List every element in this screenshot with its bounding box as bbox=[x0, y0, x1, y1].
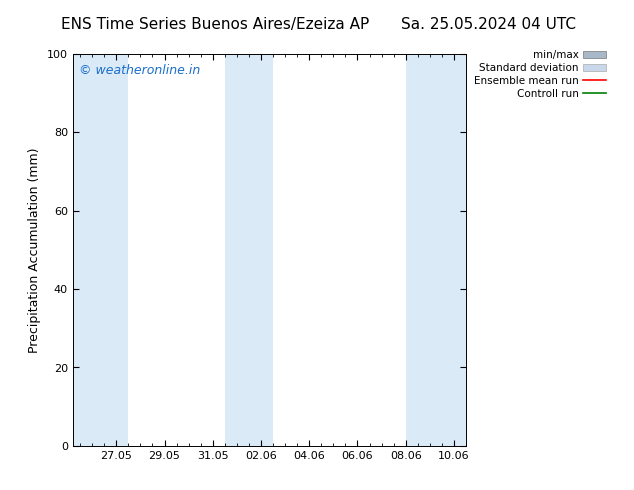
Bar bbox=[73, 54, 128, 446]
Text: ENS Time Series Buenos Aires/Ezeiza AP: ENS Time Series Buenos Aires/Ezeiza AP bbox=[61, 17, 370, 32]
Y-axis label: Precipitation Accumulation (mm): Precipitation Accumulation (mm) bbox=[29, 147, 41, 353]
Bar bbox=[406, 54, 466, 446]
Legend: min/max, Standard deviation, Ensemble mean run, Controll run: min/max, Standard deviation, Ensemble me… bbox=[474, 50, 605, 98]
Bar bbox=[225, 54, 273, 446]
Text: © weatheronline.in: © weatheronline.in bbox=[79, 64, 200, 77]
Text: Sa. 25.05.2024 04 UTC: Sa. 25.05.2024 04 UTC bbox=[401, 17, 576, 32]
